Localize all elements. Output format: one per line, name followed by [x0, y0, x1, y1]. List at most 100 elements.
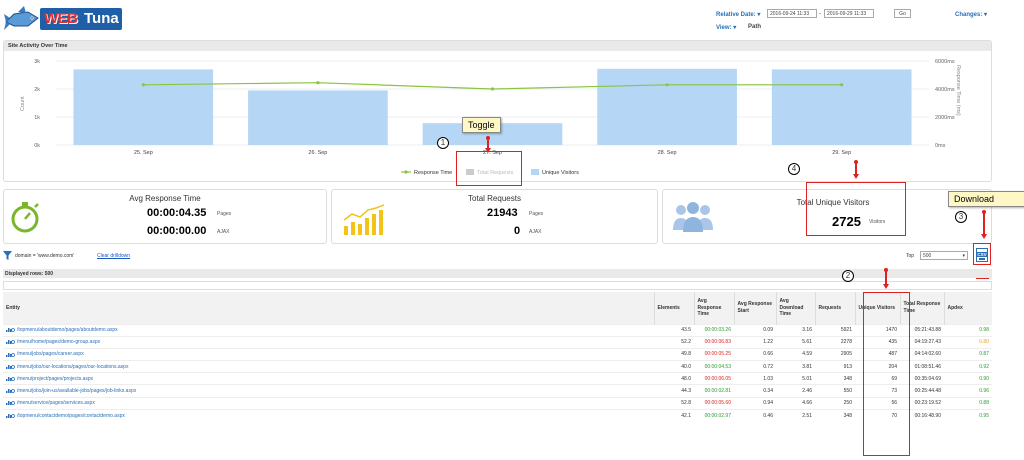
avg-response-cell-text: 00:00:06.83	[704, 339, 731, 346]
relative-date-dropdown[interactable]: Relative Date: ▾	[716, 12, 761, 18]
avg-response-start-cell: 1.03	[734, 372, 776, 385]
elements-cell: 52.2	[654, 335, 694, 349]
entity-link[interactable]: /topmenu/aboutdemo/pages/aboutdemo.aspx	[3, 323, 654, 337]
avg-download-cell: 5.61	[776, 335, 815, 349]
clear-drilldown-link[interactable]: Clear drilldown	[97, 253, 131, 259]
y-left-tick-label: 0k	[34, 143, 40, 149]
logo-text-tuna: Tuna	[84, 10, 119, 27]
col-header-apdex[interactable]: Apdex	[943, 292, 992, 324]
requests-cell: 348	[815, 372, 855, 385]
requests-cell-text: 250	[843, 400, 852, 407]
avg-response-cell-text: 00:00:03.26	[704, 327, 731, 334]
total-response-cell-text: 01:08:51.46	[914, 363, 941, 370]
elements-cell: 42.1	[654, 408, 694, 422]
elements-cell: 44.3	[654, 384, 694, 398]
avg-response-start-cell-text: 0.46	[763, 412, 773, 419]
requests-cell: 2278	[815, 335, 855, 349]
col-header-unique-visitors[interactable]: Unique Visitors	[854, 292, 900, 324]
total-requests-ajax-label: AJAX	[529, 229, 542, 235]
col-header-entity[interactable]: Entity	[3, 292, 654, 324]
changes-dropdown[interactable]: Changes: ▾	[955, 12, 988, 18]
y-left-tick-label: 2k	[34, 87, 40, 93]
avg-response-start-cell: 0.94	[734, 396, 776, 410]
total-response-cell: 01:08:51.46	[900, 360, 944, 373]
elements-cell-text: 52.2	[681, 339, 691, 346]
entity-link-text: /menu/home/pages/demo-group.aspx	[17, 339, 101, 346]
panel-title: Site Activity Over Time	[4, 41, 991, 51]
go-button[interactable]: Go	[894, 9, 911, 18]
view-dropdown[interactable]: View: ▾	[716, 25, 737, 31]
total-response-cell-text: 00:23:19.52	[914, 400, 941, 407]
unique-visitors-cell: 487	[855, 347, 900, 361]
unique-visitors-cell-text: 1470	[885, 327, 897, 334]
drilldown-chart-icon[interactable]	[6, 339, 15, 345]
unique-visitors-bar	[771, 69, 912, 145]
drilldown-chart-icon[interactable]	[6, 352, 15, 357]
top-rows-select[interactable]: 500 ▾	[920, 251, 968, 260]
y-right-axis-label: Response Time (ms)	[955, 65, 961, 116]
avg-response-cell: 00:00:05.25	[694, 347, 734, 361]
total-response-cell: 04:19:27.43	[900, 335, 944, 349]
total-response-cell-text: 04:19:27.43	[914, 339, 941, 346]
elements-cell: 52.8	[654, 396, 694, 410]
avg-download-cell-text: 3.16	[802, 327, 812, 334]
table-row[interactable]: /menu/jobs/our-locations/pages/our-locat…	[3, 360, 992, 373]
requests-cell-text: 348	[843, 412, 852, 419]
avg-response-cell-text: 00:00:02.81	[704, 388, 731, 395]
unique-visitors-title: Total Unique Visitors	[796, 198, 870, 207]
col-header-avg-download[interactable]: Avg Download Time	[775, 292, 815, 324]
entity-link[interactable]: /menu/jobs/join-us/available-jobs/pages/…	[3, 384, 654, 398]
total-response-cell-text: 00:25:44.48	[914, 388, 941, 395]
unique-visitors-cell-text: 435	[888, 339, 897, 346]
x-tick-label: 25. Sep	[134, 150, 153, 156]
apdex-cell: 0.88	[944, 396, 992, 410]
avg-response-card: Avg Response Time 00:00:04.35 Pages 00:0…	[3, 189, 327, 244]
visitors-pointer-line	[855, 162, 857, 174]
table-row[interactable]: /topmenu/aboutdemo/pages/aboutdemo.aspx 4…	[3, 323, 992, 337]
table-row[interactable]: /menu/home/pages/demo-group.aspx 52.2 00:0…	[3, 335, 992, 349]
total-requests-ajax-value: 0	[514, 225, 521, 237]
visitors-highlight-box	[806, 182, 906, 236]
table-row[interactable]: /topmenu/contactdemo/pages/contactdemo.a…	[3, 408, 992, 422]
download-highlight-box	[973, 243, 991, 265]
webtuna-logo[interactable]: WEB Tuna	[4, 4, 124, 34]
entity-link[interactable]: /menu/jobs/pages/career.aspx	[3, 347, 654, 361]
drilldown-chart-icon[interactable]	[6, 327, 15, 333]
entity-link[interactable]: /topmenu/contactdemo/pages/contactdemo.a…	[3, 408, 654, 422]
total-response-cell-text: 04:14:02.60	[914, 351, 941, 358]
col-header-avg-response[interactable]: Avg Response Time	[693, 292, 734, 324]
table-row[interactable]: /menu/jobs/pages/career.aspx 49.8 00:00:05…	[3, 347, 992, 361]
entity-link[interactable]: /menu/home/pages/demo-group.aspx	[3, 335, 654, 349]
col-header-elements[interactable]: Elements	[653, 292, 694, 324]
apdex-cell: 0.95	[944, 408, 992, 422]
drilldown-chart-icon[interactable]	[6, 413, 15, 418]
col-header-total-response[interactable]: Total Response Time	[899, 292, 944, 324]
avg-download-cell-text: 2.46	[802, 388, 812, 395]
date-from-input[interactable]: 2016-09-24 11:33	[767, 9, 817, 18]
uv-pointer-line	[885, 270, 887, 284]
logo-badge	[40, 8, 122, 30]
col-header-avg-response-start[interactable]: Avg Response Start	[733, 292, 776, 324]
drilldown-chart-icon[interactable]	[6, 364, 15, 369]
step-2-marker: 2	[842, 270, 854, 282]
table-row[interactable]: /menu/jobs/join-us/available-jobs/pages/…	[3, 384, 992, 398]
col-header-requests[interactable]: Requests	[814, 292, 855, 324]
column-filter-row[interactable]	[3, 281, 992, 290]
toggle-pointer-arrow	[485, 148, 491, 153]
apdex-cell-text: 0.87	[979, 351, 989, 358]
date-to-input[interactable]: 2016-09-29 11:33	[824, 9, 874, 18]
entity-link[interactable]: /menu/service/pages/services.aspx	[3, 396, 654, 410]
table-row[interactable]: /menu/service/pages/services.aspx 52.8 00:…	[3, 396, 992, 410]
drilldown-chart-icon[interactable]	[6, 400, 15, 406]
drilldown-chart-icon[interactable]	[6, 388, 15, 394]
csv-download-button[interactable]: CSV	[976, 248, 988, 262]
avg-response-title: Avg Response Time	[129, 194, 201, 203]
legend-response-marker	[404, 170, 408, 174]
avg-response-start-cell-text: 1.22	[763, 339, 773, 346]
table-row[interactable]: /menu/project/pages/projects.aspx 48.0 00:…	[3, 372, 992, 385]
drilldown-chart-icon[interactable]	[6, 376, 15, 382]
total-response-cell: 00:23:19.52	[900, 396, 944, 410]
response-time-point	[141, 83, 145, 87]
entity-link[interactable]: /menu/jobs/our-locations/pages/our-locat…	[3, 360, 654, 373]
entity-link[interactable]: /menu/project/pages/projects.aspx	[3, 372, 654, 385]
